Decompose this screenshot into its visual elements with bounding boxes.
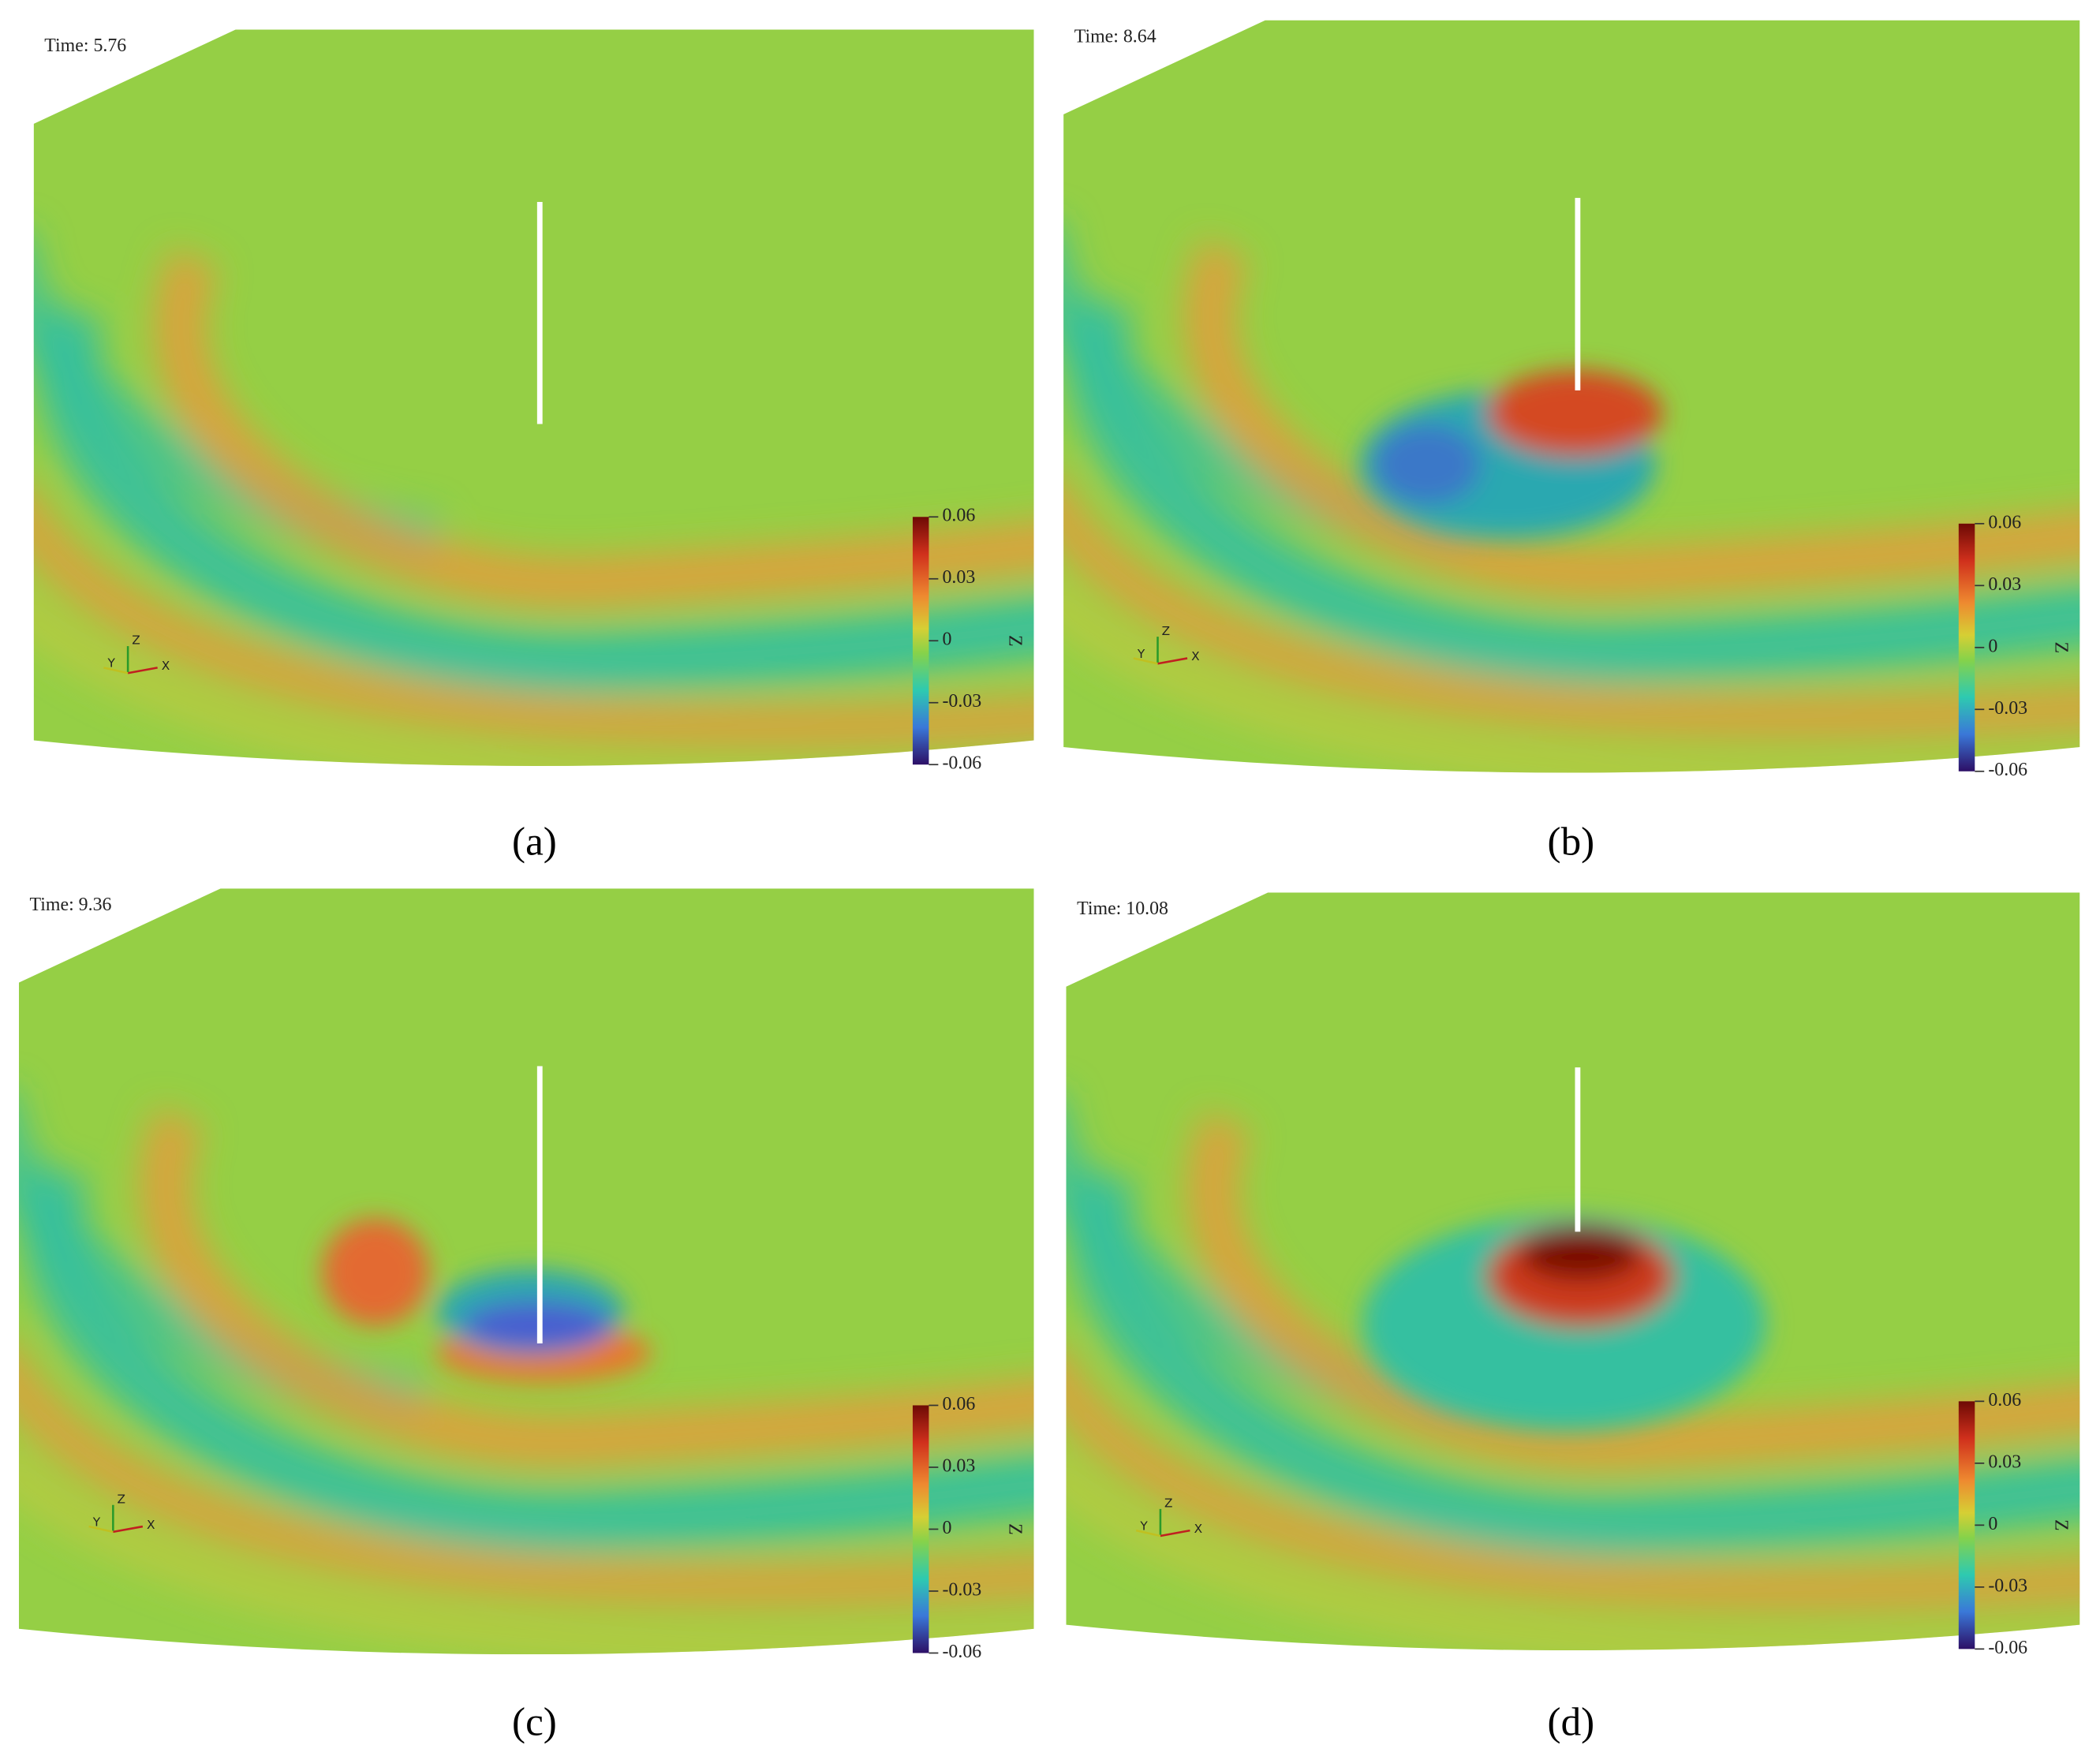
colorbar-tick-label: 0.06 xyxy=(1988,512,2021,532)
time-label: Time: 10.08 xyxy=(1077,899,1168,919)
colorbar-tick-label: -0.03 xyxy=(942,1579,981,1600)
wave-band xyxy=(21,1162,1034,1553)
colorbar-label: Z xyxy=(1004,635,1025,647)
axis-y-label: Y xyxy=(107,656,116,671)
colorbar-tick-label: -0.06 xyxy=(1988,760,2027,780)
axis-x-label: X xyxy=(162,659,170,673)
wave-band xyxy=(1069,1166,2080,1557)
crest-core xyxy=(1519,1226,1642,1280)
wave-band xyxy=(139,1106,1034,1467)
colorbar-tick-label: -0.06 xyxy=(1988,1638,2027,1658)
time-label: Time: 9.36 xyxy=(30,895,112,915)
wave-band xyxy=(154,248,1034,608)
axis-x-label: X xyxy=(1194,1522,1203,1536)
feature xyxy=(1359,370,1663,539)
colorbar-tick-label: 0 xyxy=(1988,1514,1997,1534)
colorbar-label: Z xyxy=(1004,1523,1025,1535)
axis-x xyxy=(1157,657,1188,665)
colorbar-tick-label: 0 xyxy=(942,630,951,650)
wave-band xyxy=(36,303,1034,694)
caption: (b) xyxy=(1548,819,1595,864)
axis-z-label: Z xyxy=(1164,1496,1173,1511)
colorbar-tick-label: 0 xyxy=(1988,636,1997,656)
colorbar xyxy=(912,517,929,765)
time-label: Time: 5.76 xyxy=(44,35,126,56)
axis-x xyxy=(1160,1529,1190,1537)
panel: Time: 10.08 Z X Y 0.06 0.03 0 -0.03 -0.06 Z xyxy=(1066,892,2080,1658)
axis-y-label: Y xyxy=(1137,647,1145,661)
axis-y xyxy=(88,1525,114,1534)
colorbar-tick-label: 0.06 xyxy=(942,1394,975,1414)
colorbar-tick-label: 0.03 xyxy=(1988,574,2021,595)
axis-y xyxy=(1133,657,1158,665)
caption: (d) xyxy=(1548,1699,1595,1744)
wave-band xyxy=(1184,238,2080,599)
axis-y-label: Y xyxy=(1139,1519,1148,1534)
caption: (a) xyxy=(512,819,557,864)
caption: (c) xyxy=(512,1699,557,1744)
colorbar-tick-label: -0.03 xyxy=(942,691,981,712)
colorbar-tick-label: 0.06 xyxy=(942,506,975,526)
wave-band xyxy=(1186,1110,2080,1471)
axis-y xyxy=(1135,1529,1161,1537)
colorbar-label: Z xyxy=(2050,641,2071,653)
surface xyxy=(33,29,1034,766)
axis-z-label: Z xyxy=(132,633,140,648)
axis-z-label: Z xyxy=(1162,624,1171,638)
wave-band xyxy=(33,476,1034,749)
colorbar-tick-label: 0.03 xyxy=(942,567,975,588)
axis-x-label: X xyxy=(1191,649,1200,663)
colorbar-tick-label: -0.06 xyxy=(942,753,981,774)
crest xyxy=(1487,370,1663,457)
wave-band xyxy=(18,1336,1034,1608)
panel: Time: 8.64 Z X Y 0.06 0.03 0 -0.03 -0.06 Z xyxy=(1063,20,2080,780)
wave-band xyxy=(1063,467,2080,740)
colorbar-tick-label: 0.06 xyxy=(1988,1390,2021,1410)
wave-band xyxy=(1066,293,2080,685)
colorbar xyxy=(1958,1401,1975,1650)
axis-x xyxy=(113,1525,144,1534)
wave-bands xyxy=(1066,1091,2080,1651)
wave-bands xyxy=(33,228,1034,766)
wave-band xyxy=(1066,1443,2080,1651)
axis-x-label: X xyxy=(147,1518,155,1532)
axis-y-label: Y xyxy=(92,1515,101,1529)
wave-band xyxy=(1063,571,2080,773)
time-label: Time: 8.64 xyxy=(1074,26,1156,47)
axis-z-label: Z xyxy=(117,1492,125,1506)
wave-band xyxy=(33,581,1034,766)
trough-core xyxy=(1373,424,1482,505)
panel: Time: 5.76 Z X Y 0.06 0.03 0 -0.03 -0.06 Z xyxy=(33,29,1034,774)
colorbar-tick-label: -0.03 xyxy=(1988,698,2027,719)
surface xyxy=(1066,892,2080,1651)
wave-bands xyxy=(1063,219,2080,773)
colorbar-tick-label: 0 xyxy=(942,1518,951,1538)
axis-x xyxy=(127,667,158,674)
colorbar-tick-label: 0.03 xyxy=(942,1455,975,1476)
colorbar xyxy=(1958,523,1975,772)
axis-y xyxy=(103,667,129,674)
panel: Time: 9.36 Z X Y 0.06 0.03 0 -0.03 -0.06 Z xyxy=(18,888,1034,1662)
surface xyxy=(18,888,1034,1655)
feature xyxy=(1362,1215,1766,1431)
crest xyxy=(321,1218,430,1326)
colorbar-tick-label: -0.06 xyxy=(942,1642,981,1662)
colorbar-label: Z xyxy=(2050,1519,2071,1531)
colorbar-tick-label: 0.03 xyxy=(1988,1452,2021,1472)
colorbar xyxy=(912,1405,929,1653)
wave-band xyxy=(1066,1339,2080,1612)
surface xyxy=(1063,20,2080,773)
colorbar-tick-label: -0.03 xyxy=(1988,1575,2027,1596)
